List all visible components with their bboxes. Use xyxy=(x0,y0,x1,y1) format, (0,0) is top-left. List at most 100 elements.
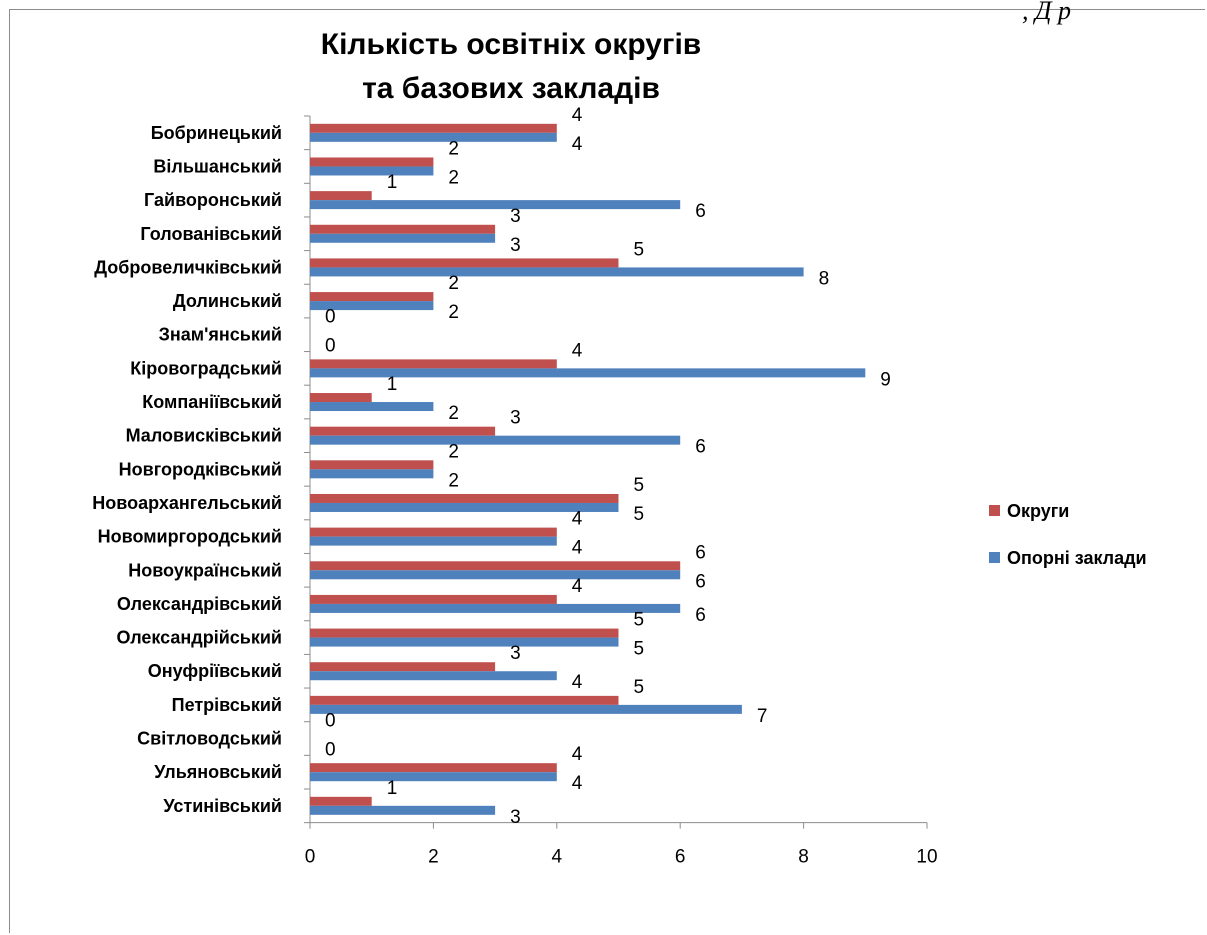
bar-oporni-zaklady xyxy=(310,704,742,714)
corner-text: , Д р xyxy=(1022,0,1072,25)
data-label-oporni-zaklady: 2 xyxy=(448,167,459,188)
bar-okruhy xyxy=(310,527,557,537)
bar-oporni-zaklady xyxy=(310,536,557,546)
data-label-oporni-zaklady: 4 xyxy=(572,134,583,155)
data-label-oporni-zaklady: 7 xyxy=(757,706,768,727)
category-label: Голованівський xyxy=(140,224,282,244)
bar-okruhy xyxy=(310,662,496,672)
bar-oporni-zaklady xyxy=(310,435,681,445)
bar-okruhy xyxy=(310,123,557,133)
data-label-okruhy: 0 xyxy=(325,307,336,328)
bar-oporni-zaklady xyxy=(310,570,681,580)
category-label: Добровеличківський xyxy=(94,257,282,277)
x-tick-label: 0 xyxy=(305,847,316,868)
bar-oporni-zaklady xyxy=(310,233,496,243)
data-label-oporni-zaklady: 4 xyxy=(572,773,583,794)
bar-okruhy xyxy=(310,594,557,604)
category-label: Гайворонський xyxy=(144,190,282,210)
data-label-okruhy: 5 xyxy=(634,239,645,260)
data-label-okruhy: 4 xyxy=(572,744,583,765)
data-label-oporni-zaklady: 4 xyxy=(572,538,583,559)
category-label: Ульяновський xyxy=(154,762,282,782)
chart-title-line-2: та базових закладів xyxy=(362,72,660,105)
bar-oporni-zaklady xyxy=(310,603,681,613)
legend-label: Опорні заклади xyxy=(1007,548,1147,568)
bar-okruhy xyxy=(310,426,496,436)
data-label-okruhy: 2 xyxy=(448,441,459,462)
category-label: Петрівський xyxy=(172,695,282,715)
data-label-okruhy: 4 xyxy=(572,576,583,597)
bar-okruhy xyxy=(310,763,557,773)
bar-oporni-zaklady xyxy=(310,772,557,782)
bar-okruhy xyxy=(310,628,619,638)
bar-oporni-zaklady xyxy=(310,469,434,479)
data-label-okruhy: 1 xyxy=(387,172,398,193)
x-tick-label: 4 xyxy=(552,847,563,868)
bar-oporni-zaklady xyxy=(310,301,434,311)
x-tick-label: 10 xyxy=(916,847,937,868)
data-label-okruhy: 4 xyxy=(572,105,583,126)
data-label-oporni-zaklady: 4 xyxy=(572,672,583,693)
x-tick-label: 6 xyxy=(675,847,686,868)
category-label: Світловодський xyxy=(137,729,282,749)
bar-okruhy xyxy=(310,258,619,268)
data-label-okruhy: 4 xyxy=(572,509,583,530)
category-label: Знам'янський xyxy=(159,325,282,345)
data-label-oporni-zaklady: 6 xyxy=(695,437,706,458)
category-label: Бобринецький xyxy=(151,123,282,143)
data-label-oporni-zaklady: 9 xyxy=(880,369,891,390)
bar-okruhy xyxy=(310,561,681,571)
bar-oporni-zaklady xyxy=(310,200,681,210)
data-label-okruhy: 5 xyxy=(634,677,645,698)
data-label-oporni-zaklady: 0 xyxy=(325,740,336,761)
data-label-okruhy: 2 xyxy=(448,273,459,294)
bar-oporni-zaklady xyxy=(310,166,434,176)
data-label-oporni-zaklady: 3 xyxy=(510,235,521,256)
legend-swatch xyxy=(989,505,1000,516)
data-label-okruhy: 5 xyxy=(634,610,645,631)
data-label-okruhy: 3 xyxy=(510,206,521,227)
bar-okruhy xyxy=(310,224,496,234)
data-label-okruhy: 3 xyxy=(510,408,521,429)
data-label-okruhy: 0 xyxy=(325,711,336,732)
bar-oporni-zaklady xyxy=(310,671,557,681)
category-label: Новгородківський xyxy=(119,459,282,479)
category-label: Кіровоградський xyxy=(130,358,282,378)
bar-okruhy xyxy=(310,191,372,201)
legend-swatch xyxy=(989,552,1000,563)
category-label: Новоукраїнський xyxy=(128,560,282,580)
data-label-okruhy: 1 xyxy=(387,374,398,395)
category-label: Олександрійський xyxy=(116,628,282,648)
category-label: Вільшанський xyxy=(153,156,282,176)
data-label-oporni-zaklady: 3 xyxy=(510,807,521,828)
data-label-oporni-zaklady: 2 xyxy=(448,470,459,491)
bar-okruhy xyxy=(310,796,372,806)
category-label: Устинівський xyxy=(163,796,282,816)
bar-oporni-zaklady xyxy=(310,402,434,412)
data-label-oporni-zaklady: 5 xyxy=(634,639,645,660)
data-label-okruhy: 2 xyxy=(448,138,459,159)
bar-okruhy xyxy=(310,157,434,167)
data-label-okruhy: 6 xyxy=(695,542,706,563)
bar-okruhy xyxy=(310,292,434,302)
data-label-okruhy: 3 xyxy=(510,643,521,664)
data-label-oporni-zaklady: 6 xyxy=(695,201,706,222)
data-label-okruhy: 4 xyxy=(572,340,583,361)
bar-oporni-zaklady xyxy=(310,805,496,815)
data-label-oporni-zaklady: 8 xyxy=(819,268,830,289)
x-tick-label: 2 xyxy=(428,847,439,868)
legend-label: Округи xyxy=(1007,501,1069,521)
category-label: Онуфріївський xyxy=(148,661,282,681)
bar-oporni-zaklady xyxy=(310,637,619,647)
data-label-okruhy: 1 xyxy=(387,778,398,799)
chart-title-line-1: Кількість освітніх округів xyxy=(321,28,701,61)
bar-okruhy xyxy=(310,393,372,403)
category-label: Долинський xyxy=(173,291,282,311)
x-tick-label: 8 xyxy=(798,847,809,868)
bar-oporni-zaklady xyxy=(310,502,619,512)
data-label-oporni-zaklady: 6 xyxy=(695,571,706,592)
chart-frame: , Д р xyxy=(9,0,1205,933)
category-label: Олександрівський xyxy=(117,594,282,614)
data-label-oporni-zaklady: 2 xyxy=(448,403,459,424)
